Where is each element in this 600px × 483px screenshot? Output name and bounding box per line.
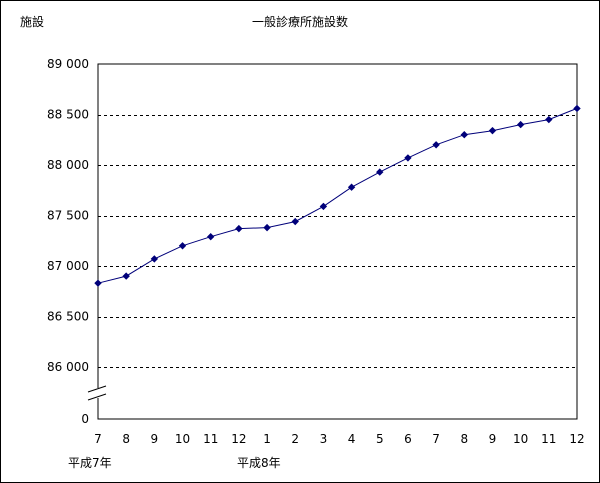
y-axis-ticks: 86 000 86 500 87 000 87 500 88 000 88 500 89 0… xyxy=(47,57,89,426)
x-tick-label: 11 xyxy=(541,432,556,446)
x-tick-label: 12 xyxy=(569,432,584,446)
axis-break-slash xyxy=(87,393,107,401)
x-tick-label: 9 xyxy=(489,432,497,446)
series-layer xyxy=(94,104,581,287)
data-point xyxy=(488,126,497,135)
data-point xyxy=(545,115,553,124)
y-axis-label: 施設 xyxy=(20,14,44,29)
y-tick-label: 86 000 xyxy=(47,360,89,374)
x-tick-label: 4 xyxy=(348,432,356,446)
data-point xyxy=(460,130,469,139)
y-tick-label: 89 000 xyxy=(47,57,89,71)
series-line xyxy=(97,107,578,284)
plot-area xyxy=(97,63,578,420)
data-point xyxy=(516,120,525,129)
y-tick-label: 88 000 xyxy=(47,158,89,172)
x-year-label: 平成8年 xyxy=(237,456,281,470)
data-point xyxy=(94,279,102,287)
x-tick-label: 8 xyxy=(460,432,468,446)
x-tick-label: 9 xyxy=(151,432,159,446)
data-point xyxy=(263,223,271,232)
data-point xyxy=(122,272,130,280)
x-year-label: 平成7年 xyxy=(68,456,112,470)
x-tick-label: 10 xyxy=(175,432,190,446)
y-tick-label: 87 500 xyxy=(47,209,89,223)
x-tick-label: 12 xyxy=(231,432,246,446)
x-tick-label: 5 xyxy=(376,432,384,446)
x-tick-label: 7 xyxy=(94,432,102,446)
data-point xyxy=(150,255,159,263)
data-point xyxy=(404,154,412,162)
gridlines xyxy=(98,115,577,368)
data-point xyxy=(235,224,243,233)
y-tick-label-zero: 0 xyxy=(81,412,89,426)
y-axis-break xyxy=(87,385,107,401)
x-tick-label: 10 xyxy=(513,432,528,446)
x-tick-label: 1 xyxy=(263,432,271,446)
data-point xyxy=(347,183,356,191)
x-tick-label: 2 xyxy=(291,432,299,446)
x-tick-label: 8 xyxy=(122,432,130,446)
data-point xyxy=(432,141,440,149)
data-point xyxy=(291,217,299,226)
x-axis-years: 平成7年 平成8年 xyxy=(68,456,281,470)
data-point xyxy=(178,242,187,250)
data-point xyxy=(573,104,581,113)
y-tick-label: 88 500 xyxy=(47,108,89,122)
chart-title: 一般診療所施設数 xyxy=(252,14,348,29)
x-tick-label: 11 xyxy=(203,432,218,446)
x-axis-ticks: 7 8 9 10 11 12 1 2 3 4 5 6 7 8 9 10 11 12 xyxy=(94,432,584,446)
axis-break-gap xyxy=(96,388,101,398)
x-tick-label: 3 xyxy=(320,432,328,446)
x-tick-label: 7 xyxy=(432,432,440,446)
y-tick-label: 87 000 xyxy=(47,259,89,273)
x-tick-label: 6 xyxy=(404,432,412,446)
data-point xyxy=(376,168,384,176)
data-point xyxy=(206,233,215,241)
axis-break-slash xyxy=(87,385,107,393)
y-tick-label: 86 500 xyxy=(47,310,89,324)
data-point xyxy=(319,202,328,211)
